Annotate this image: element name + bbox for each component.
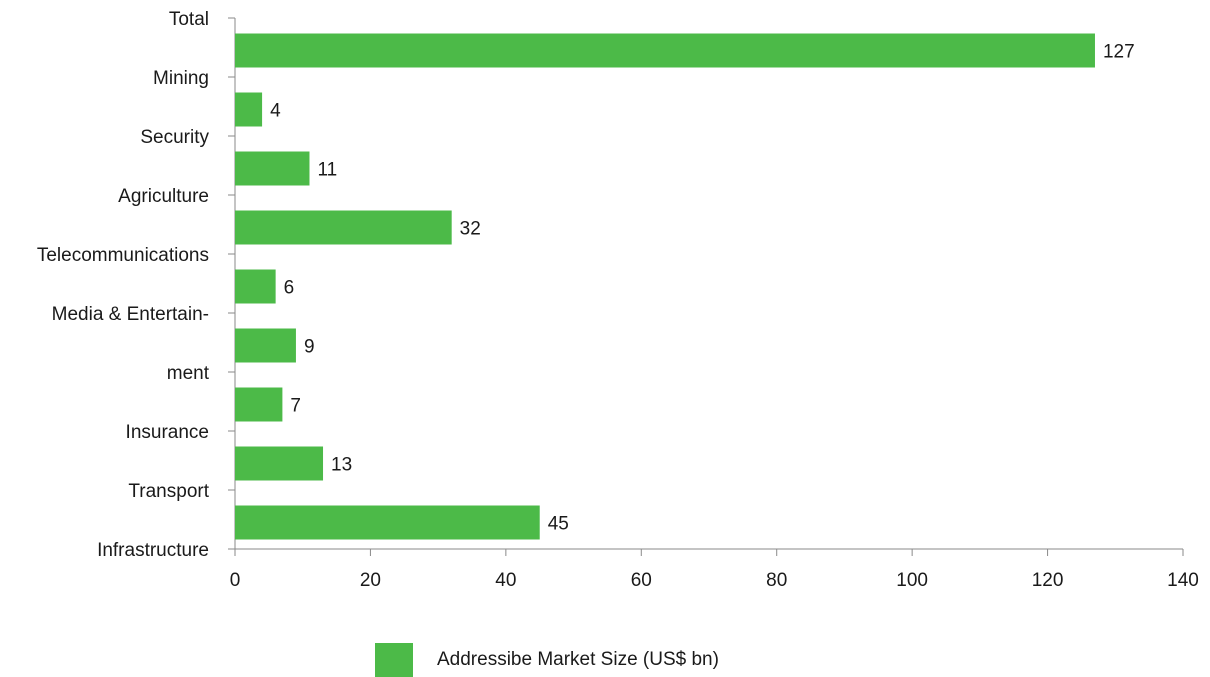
x-tick-label: 40 [495, 570, 516, 591]
y-tick-label: Transport [128, 481, 209, 502]
x-tick-label: 0 [230, 570, 241, 591]
bar-value-label: 11 [317, 160, 337, 181]
bar [235, 92, 263, 127]
bar-value-label: 4 [270, 101, 281, 122]
bar [235, 269, 276, 304]
y-tick-label: Insurance [126, 422, 209, 443]
bar [235, 328, 296, 363]
y-tick-label: Security [140, 127, 209, 148]
bar [235, 33, 1095, 68]
bar [235, 387, 283, 422]
bar [235, 446, 324, 481]
x-tick-label: 100 [896, 570, 928, 591]
bar-value-label: 9 [304, 337, 315, 358]
bar-value-label: 32 [460, 219, 481, 240]
bar-value-label: 127 [1103, 42, 1135, 63]
bar [235, 151, 310, 186]
bar-value-label: 13 [331, 455, 352, 476]
y-tick-label: Mining [153, 68, 209, 89]
bar-value-label: 7 [290, 396, 301, 417]
x-tick-label: 60 [631, 570, 652, 591]
x-tick-label: 120 [1032, 570, 1064, 591]
legend: Addressibe Market Size (US$ bn) [375, 643, 719, 677]
y-tick-label: Infrastructure [97, 540, 209, 561]
legend-swatch [375, 643, 413, 677]
x-tick-label: 140 [1167, 570, 1199, 591]
x-tick-label: 20 [360, 570, 381, 591]
bar [235, 505, 540, 540]
bar-value-label: 6 [284, 278, 295, 299]
y-tick-label: Total [169, 9, 209, 30]
bar [235, 210, 452, 245]
y-tick-label: Agriculture [118, 186, 209, 207]
y-tick-label: Media & Entertain- [52, 304, 209, 325]
legend-label: Addressibe Market Size (US$ bn) [437, 649, 719, 670]
y-tick-label: Telecommunications [37, 245, 209, 266]
x-tick-label: 80 [766, 570, 787, 591]
bar-value-label: 45 [548, 514, 569, 535]
y-tick-label: ment [167, 363, 210, 384]
